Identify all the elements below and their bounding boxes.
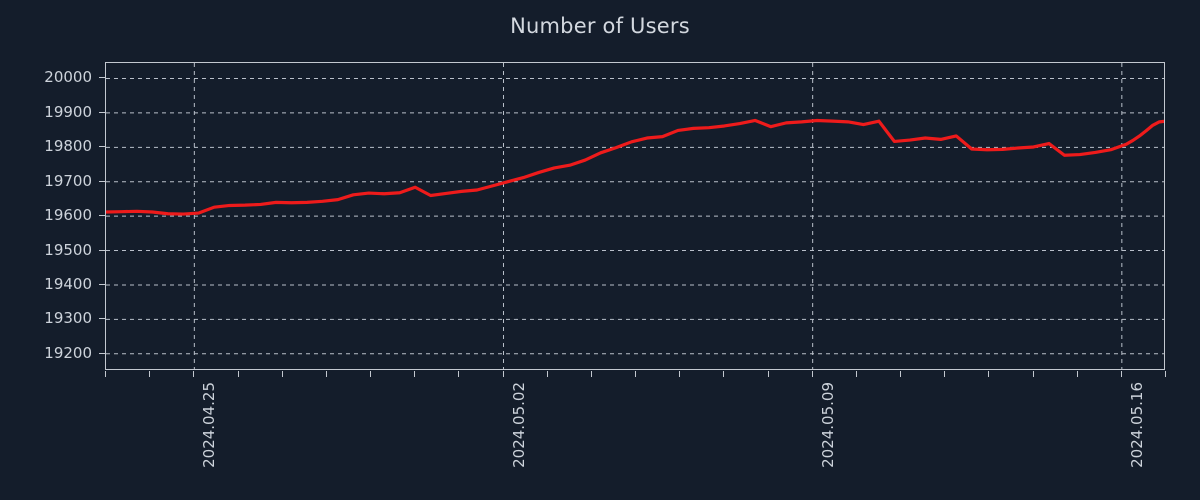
x-axis-tick-mark (811, 371, 813, 377)
y-axis-tick-label: 19300 (44, 309, 92, 328)
x-axis-tick-label: 2024.05.09 (818, 382, 837, 468)
x-axis-tick-mark (281, 371, 283, 377)
line-path-number-of-users (106, 118, 1164, 216)
y-axis-tick-label: 19200 (44, 343, 92, 362)
y-axis-tick-mark (99, 180, 105, 182)
y-axis-tick-label: 19900 (44, 102, 92, 121)
x-axis-tick-mark (325, 371, 327, 377)
x-axis-tick-mark (855, 371, 857, 377)
x-axis-tick-mark (767, 371, 769, 377)
x-axis-tick-label: 2024.05.16 (1127, 382, 1146, 468)
y-axis-tick-mark (99, 249, 105, 251)
y-axis-tick-mark (99, 215, 105, 217)
x-axis-tick-mark (1032, 371, 1034, 377)
x-axis-tick-mark (988, 371, 990, 377)
x-axis-tick-mark (370, 371, 371, 377)
grid-lines (106, 63, 1164, 369)
x-axis-tick-mark (1120, 371, 1122, 377)
x-axis-tick-label: 2024.04.25 (200, 382, 219, 468)
x-axis-tick-mark (149, 371, 151, 377)
page-title: Number of Users (510, 14, 690, 38)
x-axis-tick-mark (237, 371, 239, 377)
x-axis-tick-mark (723, 371, 725, 377)
x-axis-tick-mark (502, 371, 504, 377)
y-axis-tick-label: 19700 (44, 171, 92, 190)
x-axis-tick-mark (900, 371, 901, 377)
x-axis-tick-mark (944, 371, 946, 377)
y-axis-tick-mark (99, 318, 105, 320)
y-axis-tick-mark (99, 77, 105, 79)
y-axis-tick-label: 19400 (44, 274, 92, 293)
x-axis-tick-mark (1165, 371, 1166, 377)
x-axis-tick-mark (414, 371, 416, 377)
x-axis-tick-mark (105, 371, 106, 377)
y-axis-tick-label: 19600 (44, 206, 92, 225)
x-axis-tick-mark (458, 371, 460, 377)
x-axis-tick-mark (679, 371, 681, 377)
y-axis-tick-label: 19800 (44, 137, 92, 156)
y-axis-tick-label: 19500 (44, 240, 92, 259)
y-axis-tick-label: 20000 (44, 68, 92, 87)
y-axis-tick-mark (99, 111, 105, 113)
plot-area (105, 62, 1165, 370)
x-axis-tick-label: 2024.05.02 (509, 382, 528, 468)
y-axis-tick-mark (99, 146, 105, 148)
x-axis-tick-mark (590, 371, 592, 377)
x-axis-tick-mark (635, 371, 636, 377)
x-axis-tick-mark (546, 371, 548, 377)
x-axis-tick-mark (1076, 371, 1078, 377)
y-axis-tick-mark (99, 283, 105, 285)
x-axis-tick-mark (193, 371, 195, 377)
data-line-series (106, 118, 1164, 216)
y-axis-tick-mark (99, 352, 105, 354)
